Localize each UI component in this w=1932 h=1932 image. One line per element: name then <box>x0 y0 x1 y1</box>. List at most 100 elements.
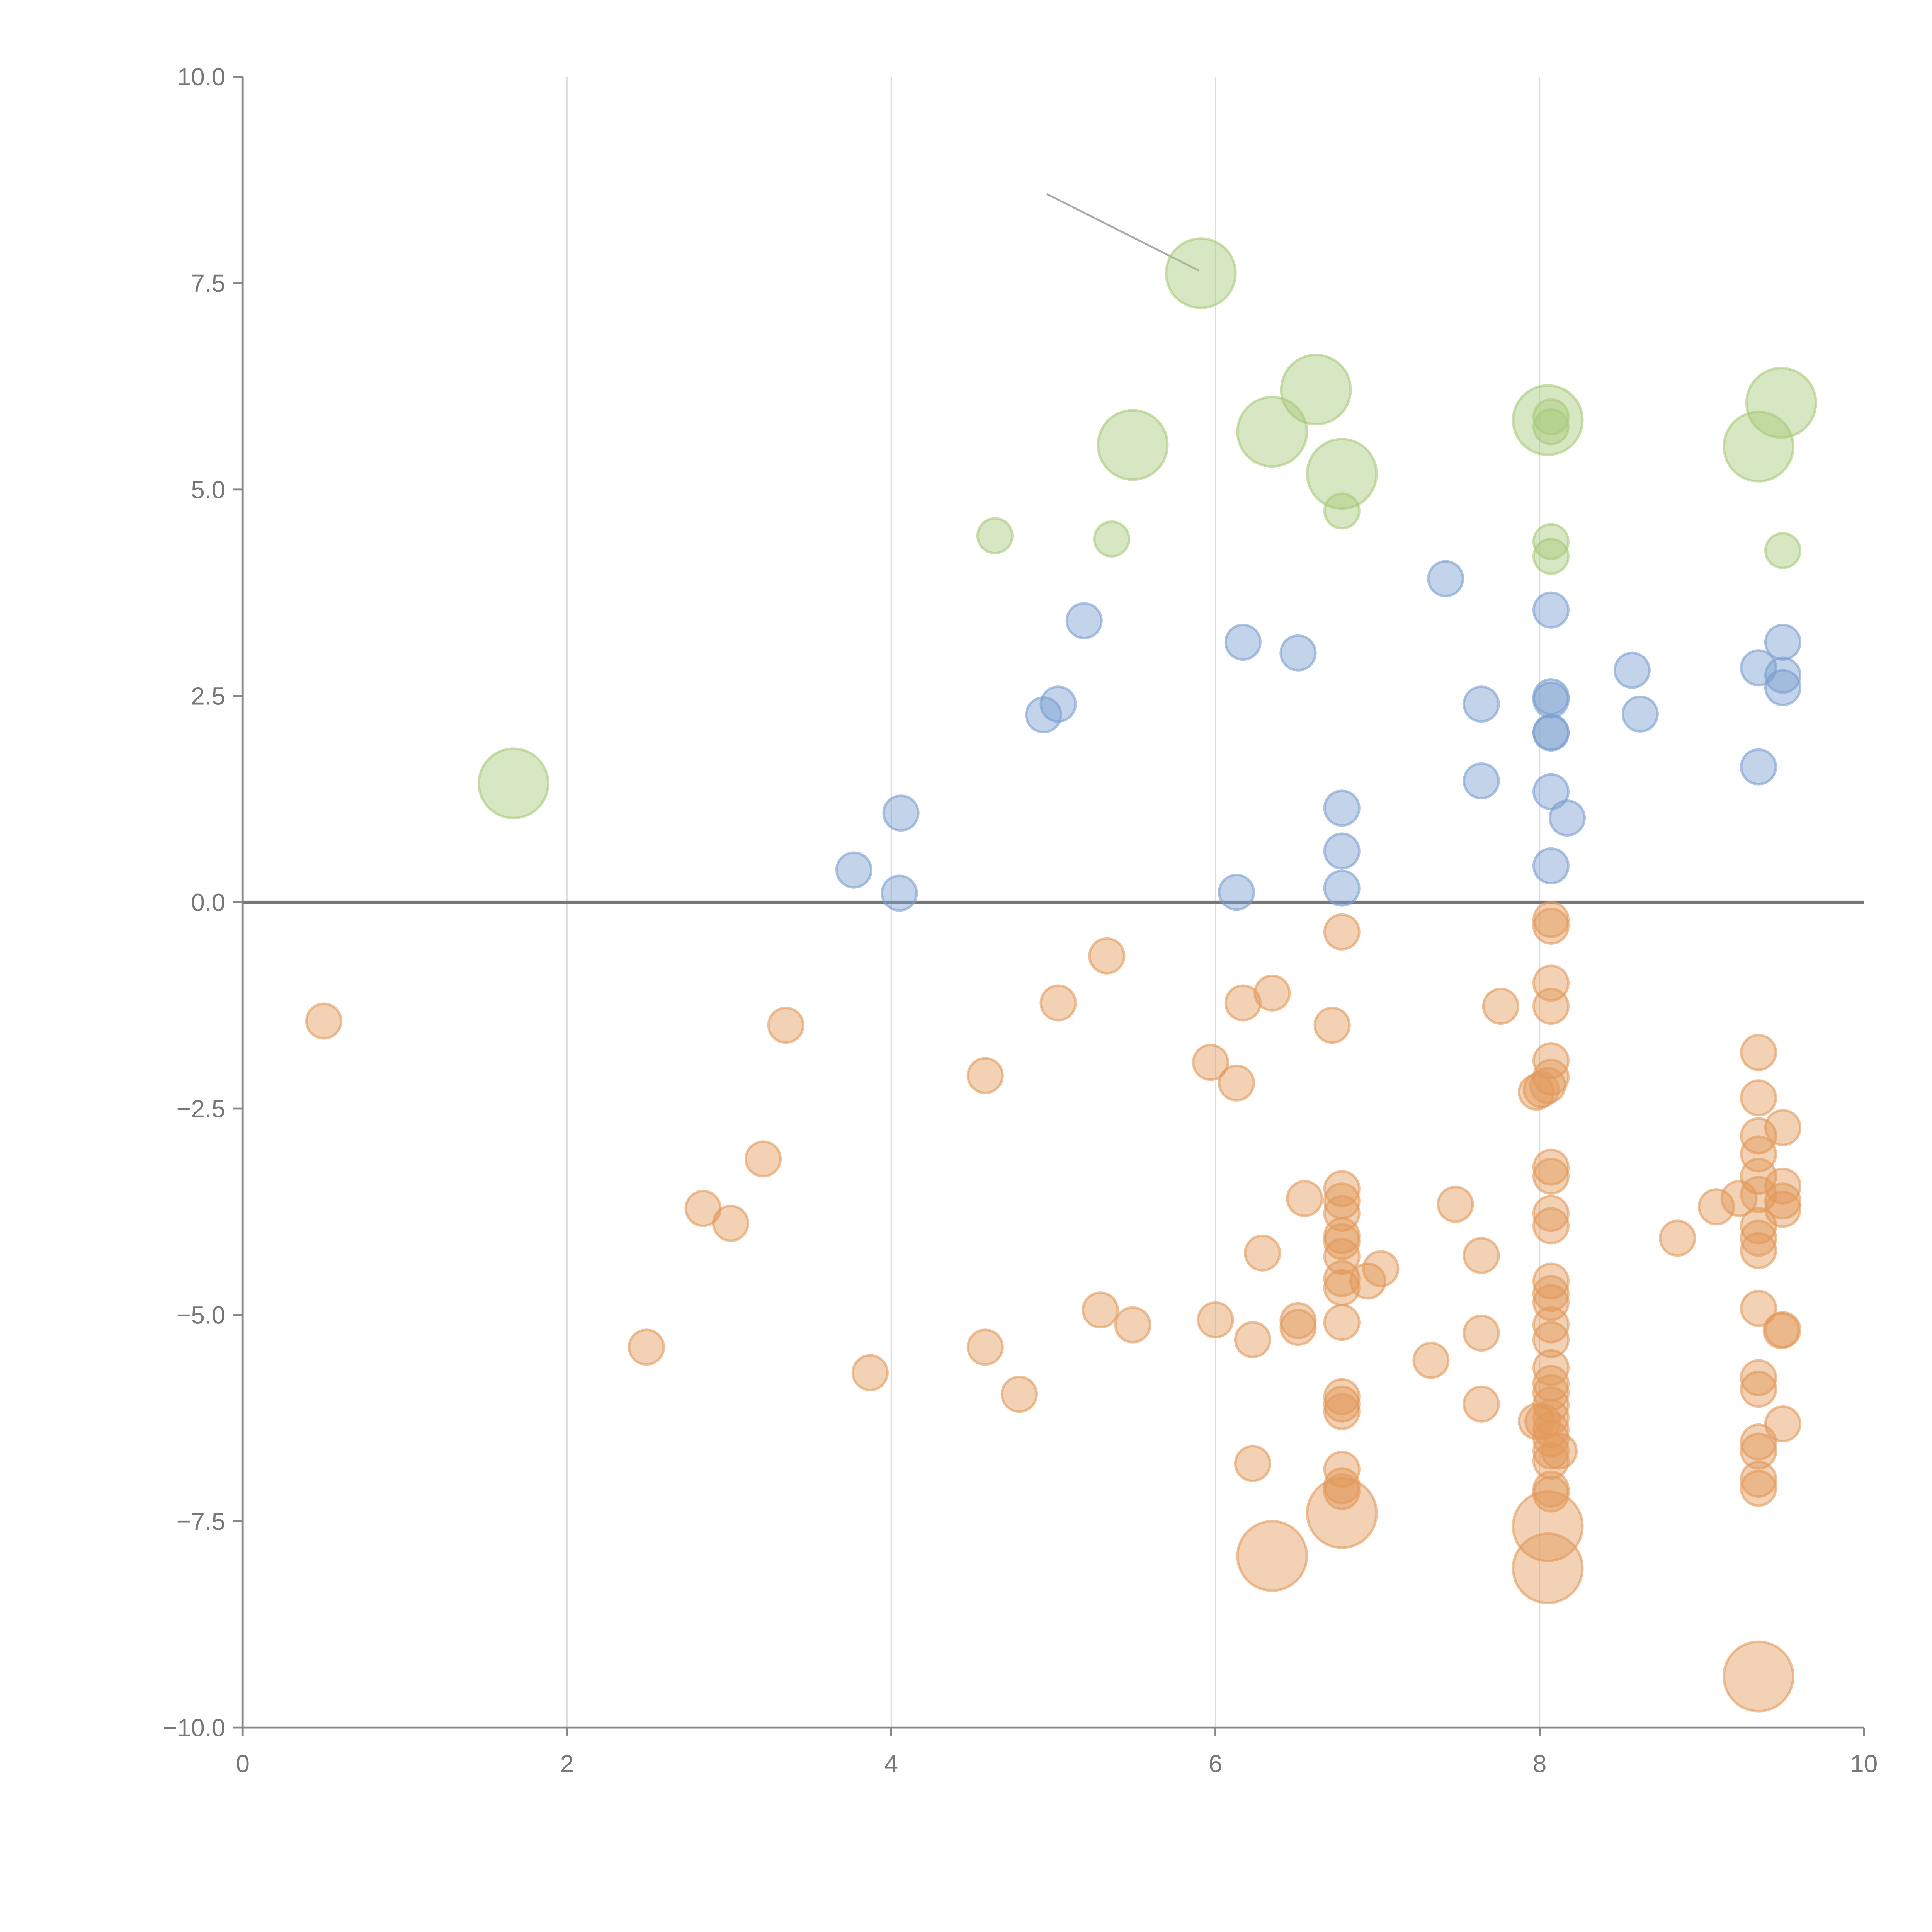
green-point <box>1093 520 1131 558</box>
orange-point <box>1532 1158 1570 1195</box>
orange-point <box>1762 1312 1800 1349</box>
orange-point <box>1039 984 1077 1022</box>
orange-point <box>1659 1219 1696 1257</box>
green-point <box>1097 409 1169 481</box>
blue-point <box>1279 634 1317 672</box>
orange-point <box>1522 1071 1560 1108</box>
orange-point <box>305 1002 343 1040</box>
orange-point <box>1740 1232 1777 1269</box>
y-tick-label: −10.0 <box>163 1714 225 1742</box>
orange-point <box>1532 1148 1570 1186</box>
orange-point <box>1532 1195 1570 1232</box>
x-tick-label: 4 <box>884 1750 898 1778</box>
blue-point <box>1323 869 1361 907</box>
data-points <box>305 237 1817 1713</box>
blue-point <box>1764 623 1802 661</box>
blue-point <box>882 794 920 832</box>
orange-point <box>1234 1321 1272 1359</box>
orange-point <box>1740 1034 1777 1071</box>
orange-point <box>1740 1423 1777 1461</box>
orange-point <box>1437 1185 1474 1223</box>
orange-point <box>966 1328 1004 1366</box>
orange-point <box>1482 988 1520 1025</box>
orange-point <box>1518 1403 1555 1440</box>
blue-point <box>881 874 918 912</box>
orange-point <box>1512 1490 1584 1562</box>
y-tick-label: 0.0 <box>191 888 225 916</box>
orange-point <box>1532 1432 1570 1470</box>
orange-point <box>1082 1291 1119 1329</box>
orange-point <box>1740 1359 1777 1396</box>
orange-point <box>1740 1461 1777 1498</box>
blue-point <box>1224 623 1262 661</box>
green-point <box>1764 532 1802 569</box>
orange-point <box>1740 1469 1777 1507</box>
orange-point <box>1279 1309 1317 1346</box>
orange-point <box>1323 913 1361 951</box>
green-point <box>1723 410 1794 483</box>
x-tick-label: 6 <box>1209 1750 1223 1778</box>
orange-point <box>1323 1223 1361 1260</box>
orange-point <box>1764 1109 1802 1146</box>
orange-point <box>1088 937 1126 975</box>
blue-point <box>1740 748 1777 786</box>
orange-point <box>1532 1321 1570 1359</box>
blue-point <box>1463 762 1500 799</box>
x-tick-label: 10 <box>1850 1750 1878 1778</box>
orange-point <box>1512 1532 1584 1604</box>
blue-point <box>1532 773 1570 810</box>
orange-point <box>1323 1393 1361 1430</box>
orange-point <box>1463 1237 1500 1274</box>
blue-point <box>1532 591 1570 629</box>
blue-point <box>1532 681 1570 719</box>
orange-point <box>1000 1376 1038 1413</box>
green-point <box>1165 237 1237 310</box>
blue-point <box>1613 651 1651 689</box>
orange-point <box>1532 1306 1570 1344</box>
green-point <box>1306 438 1378 510</box>
orange-point <box>1532 988 1570 1025</box>
axes <box>233 76 1865 1736</box>
green-point <box>976 517 1014 554</box>
orange-point <box>1253 974 1291 1012</box>
orange-point <box>1532 1262 1570 1300</box>
orange-point <box>1218 1064 1255 1102</box>
y-tick-label: 5.0 <box>191 476 225 503</box>
orange-point <box>1234 1445 1272 1482</box>
blue-point <box>1218 874 1255 911</box>
orange-point <box>1723 1640 1794 1713</box>
blue-point <box>1323 832 1361 870</box>
orange-point <box>1236 1520 1308 1592</box>
blue-point <box>1025 696 1062 734</box>
orange-point <box>1192 1044 1230 1081</box>
orange-point <box>744 1140 782 1178</box>
y-tick-label: 7.5 <box>191 269 225 297</box>
green-point <box>1745 367 1817 439</box>
orange-point <box>1197 1301 1234 1338</box>
orange-point <box>1532 1475 1570 1513</box>
orange-point <box>1362 1250 1400 1287</box>
green-point <box>1532 523 1570 560</box>
blue-point <box>1532 714 1570 752</box>
orange-point <box>1412 1342 1450 1379</box>
green-point <box>1280 354 1352 426</box>
blue-point <box>1065 602 1103 639</box>
orange-point <box>1540 1432 1578 1470</box>
y-tick-label: −2.5 <box>177 1095 226 1122</box>
orange-point <box>1244 1234 1281 1272</box>
green-point <box>1323 492 1361 530</box>
orange-point <box>1313 1007 1351 1044</box>
blue-point <box>1532 847 1570 885</box>
orange-point <box>1463 1314 1500 1352</box>
orange-point <box>1114 1306 1151 1344</box>
orange-point <box>1532 907 1570 945</box>
orange-point <box>1323 1304 1361 1341</box>
orange-point <box>712 1204 750 1242</box>
orange-point <box>1532 1275 1570 1312</box>
blue-point <box>1548 799 1586 837</box>
orange-point <box>1529 1067 1566 1104</box>
orange-point <box>966 1057 1004 1094</box>
x-tick-label: 0 <box>236 1750 250 1778</box>
blue-point <box>835 851 872 889</box>
orange-point <box>1740 1079 1777 1117</box>
